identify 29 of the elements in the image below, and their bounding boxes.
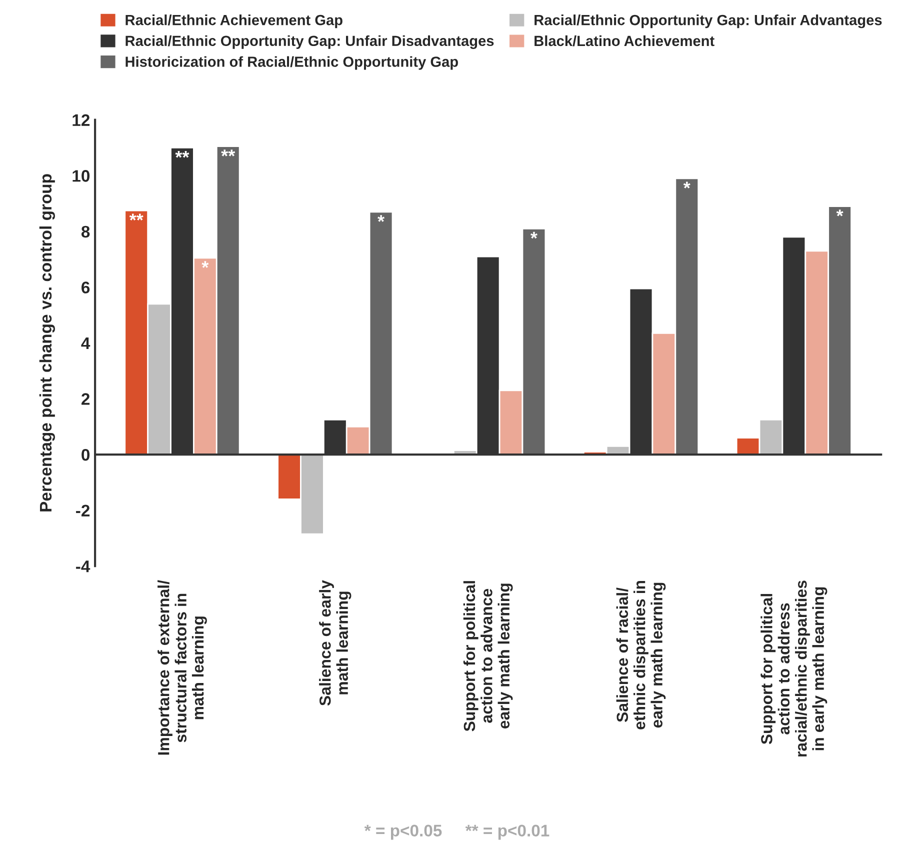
data-label: *	[530, 232, 538, 239]
x-tick-label: Salience of early math learning	[319, 580, 352, 706]
data-label: **	[175, 151, 190, 158]
data-label: **	[129, 214, 144, 220]
y-tick-label: 10	[72, 170, 90, 182]
y-tick-label: -2	[76, 504, 90, 516]
y-tick-label: 2	[82, 393, 90, 405]
legend-label: Racial/Ethnic Opportunity Gap: Unfair Disadvantages	[126, 35, 494, 49]
x-tick-label: Support for political action to address racial/ethnic disparities in early math learning	[760, 580, 828, 756]
text: * = p<0.05 ** = p<0.01	[364, 824, 550, 840]
x-tick-label: Support for political action to advance early math learning	[463, 581, 513, 732]
y-tick-label: -4	[76, 560, 90, 572]
y-tick-label: 12	[72, 114, 90, 126]
data-label: *	[378, 215, 385, 222]
data-label: *	[202, 261, 209, 268]
data-label: *	[836, 210, 844, 216]
y-axis-title: Percentage point change vs. control group	[39, 174, 55, 512]
x-tick-label: Salience of racial/ ethnic disparities in early math learning	[616, 580, 666, 730]
y-tick-label: 6	[82, 282, 90, 294]
x-tick-label: Importance of external/ structural factors in math learning	[158, 580, 207, 755]
data-label: **	[221, 150, 236, 156]
legend-label: Black/Latino Achievement	[534, 35, 714, 46]
y-tick-label: 8	[81, 226, 90, 238]
y-tick-label: 0	[82, 448, 90, 461]
legend-label: Racial/Ethnic Achievement Gap	[126, 14, 342, 28]
legend-label: Historicization of Racial/Ethnic Opportunity Gap	[126, 56, 458, 70]
data-label: *	[683, 182, 690, 188]
legend-label: Racial/Ethnic Opportunity Gap: Unfair Advantages	[534, 14, 882, 28]
y-tick-label: 4	[81, 338, 90, 350]
